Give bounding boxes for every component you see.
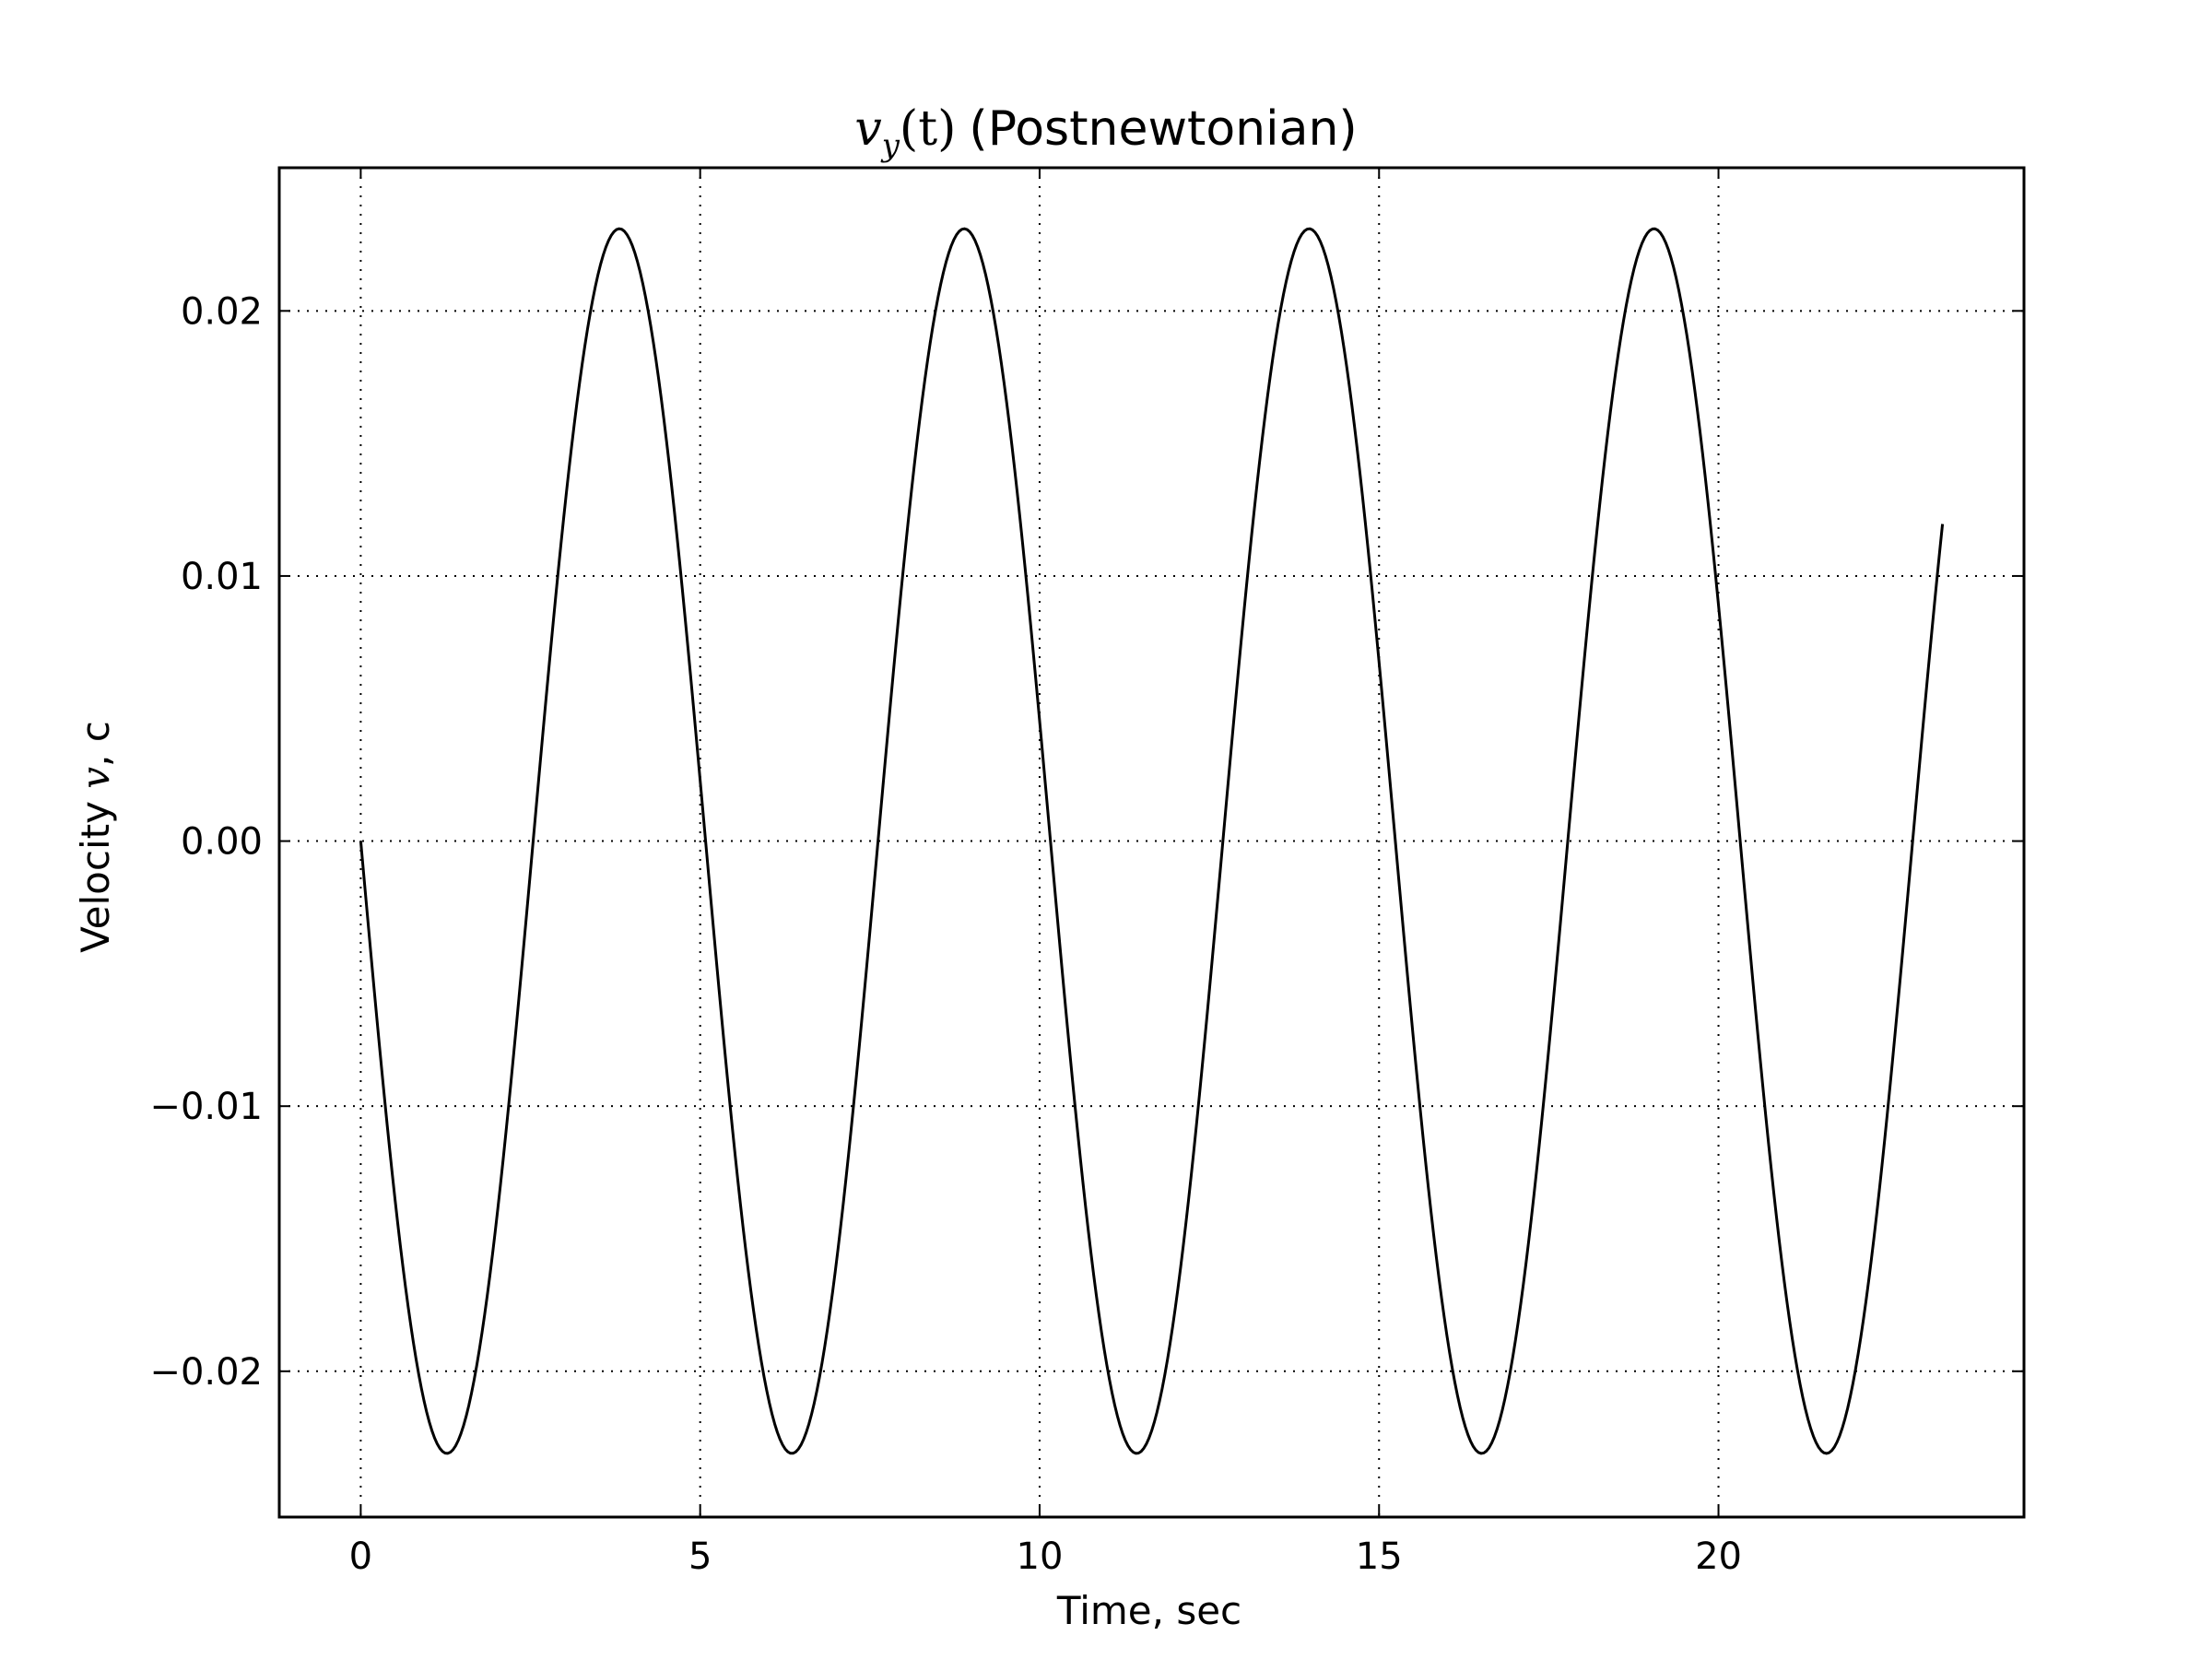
title-math-arg: (t) [900,101,956,157]
x-tick-label: 20 [1695,1535,1742,1578]
x-tick-label: 15 [1356,1535,1403,1578]
y-tick-label: −0.01 [149,1086,263,1128]
x-tick-label: 5 [688,1535,712,1578]
chart-title: vy(t) (Postnewtonian) [854,101,1357,164]
title-text: (Postnewtonian) [969,101,1357,157]
grid [279,168,2024,1517]
title-math-main: v [854,101,881,157]
axis-ticks [279,168,2024,1517]
y-tick-label: 0.01 [181,556,263,598]
y-tick-label: 0.02 [181,290,263,333]
y-tick-label: −0.02 [149,1351,263,1394]
y-axis-label-suffix: , c [73,721,118,767]
y-tick-labels: 0.02 0.01 0.00 −0.01 −0.02 [149,290,263,1393]
y-axis-label-math: v [73,767,118,789]
series-group [359,227,1945,1455]
y-axis-label: Velocity v, c [73,721,118,953]
y-axis-label-prefix: Velocity [73,789,118,953]
x-tick-labels: 0 5 10 15 20 [349,1535,1742,1578]
x-tick-label: 0 [349,1535,372,1578]
title-math-sub: y [880,127,900,164]
plot-frame [277,166,2026,1519]
x-tick-label: 10 [1017,1535,1064,1578]
series-line-vy [359,227,1945,1455]
y-tick-label: 0.00 [181,821,263,864]
x-axis-label: Time, sec [1056,1588,1241,1633]
